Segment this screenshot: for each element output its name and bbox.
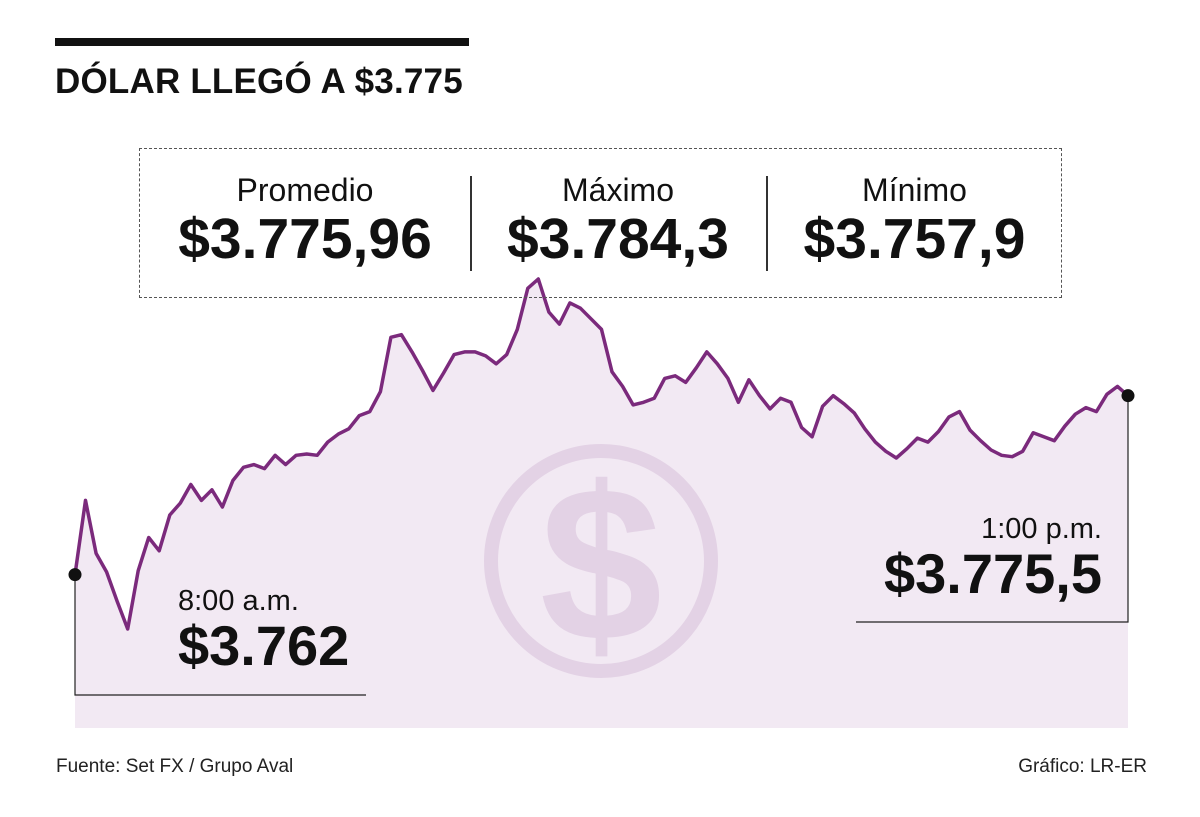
stat-maximo: Máximo $3.784,3 [470,149,766,297]
stat-value: $3.784,3 [507,207,729,271]
stat-value: $3.775,96 [178,207,432,271]
series-area [75,279,1128,728]
stat-promedio: Promedio $3.775,96 [140,149,470,297]
end-point [1121,389,1135,403]
stats-box: Promedio $3.775,96 Máximo $3.784,3 Mínim… [139,148,1062,298]
stat-minimo: Mínimo $3.757,9 [766,149,1063,297]
series-line [73,277,1130,631]
svg-text:$: $ [540,441,662,687]
start-value: $3.762 [178,614,350,677]
start-callout: 8:00 a.m. $3.762 [178,585,349,674]
stat-label: Mínimo [862,172,967,208]
stat-label: Promedio [236,172,374,208]
start-point [68,568,82,582]
stat-divider [470,176,472,271]
end-time: 1:00 p.m. [981,513,1102,545]
chart-title: DÓLAR LLEGÓ A $3.775 [55,62,463,101]
top-rule [55,38,469,46]
start-time: 8:00 a.m. [178,585,299,617]
stat-label: Máximo [561,172,674,208]
stat-value: $3.757,9 [803,207,1026,271]
end-value: $3.775,5 [884,542,1102,605]
dollar-coin-icon: $ [484,441,718,687]
source-note: Fuente: Set FX / Grupo Aval [56,756,294,777]
start-leader-line [74,574,366,696]
graphic-credit: Gráfico: LR-ER [1018,756,1147,777]
end-callout: 1:00 p.m. $3.775,5 [884,513,1102,602]
end-leader-line [856,395,1129,623]
stat-divider [766,176,768,271]
